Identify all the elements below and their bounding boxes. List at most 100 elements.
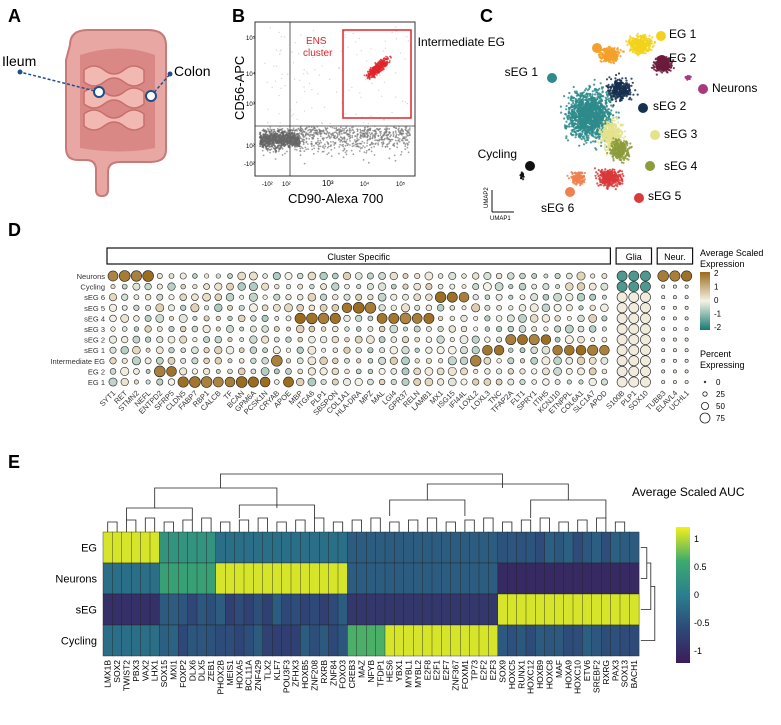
dot-cell [403, 284, 408, 289]
dot-cell [249, 304, 257, 312]
heatmap-cell [235, 594, 245, 625]
heatmap-cell [423, 594, 433, 625]
dot-cell [308, 378, 316, 386]
dot-cell [308, 368, 315, 375]
dot-cell [215, 294, 222, 301]
dot-cell [169, 347, 175, 353]
dot-cell [564, 345, 574, 355]
heatmap-cell [460, 625, 470, 656]
dot-cell [378, 293, 386, 301]
heatmap-cell [300, 563, 310, 594]
xtick-5: 10⁵ [396, 181, 406, 188]
dot-cell [332, 326, 338, 332]
dot-cell [472, 304, 480, 312]
dot-cell [379, 326, 385, 332]
umap-axis-1: UMAP1 [490, 216, 511, 222]
dot-cell [496, 379, 502, 385]
dot-cell [617, 303, 627, 313]
dot-cell [216, 274, 221, 279]
dot-cell [589, 357, 596, 364]
heatmap-cell [423, 532, 433, 563]
umap-marker-5 [638, 103, 648, 113]
dot-cell [415, 337, 420, 342]
dot-cell [402, 294, 408, 300]
dot-cell [356, 347, 362, 353]
heatmap-cell [235, 563, 245, 594]
heatmap-cell [366, 563, 376, 594]
dot-cell [662, 327, 665, 330]
heatmap-cell [178, 594, 188, 625]
dot-cell [425, 367, 433, 375]
dot-cell [308, 336, 315, 343]
dot-cell [602, 295, 606, 299]
dot-cell [180, 326, 186, 332]
dot-cell [629, 303, 639, 313]
heatmap-cell [564, 625, 574, 656]
dot-cell [226, 283, 233, 290]
dot-cell [146, 380, 150, 384]
dot-cell [297, 358, 303, 364]
heatmap-cell [197, 532, 207, 563]
dot-cell [496, 326, 501, 331]
dot-cell [577, 272, 585, 280]
heatmap-cell [206, 563, 216, 594]
heatmap-cell [112, 625, 122, 656]
panel-label-d: D [8, 220, 21, 240]
dot-cell [321, 284, 327, 290]
heatmap-cell [507, 532, 517, 563]
heatmap-cell [601, 594, 611, 625]
dot-cell [368, 316, 373, 321]
heatmap-cell [338, 625, 348, 656]
dot-cell [146, 348, 150, 352]
dot-cell [283, 377, 293, 387]
dot-cell [460, 336, 468, 344]
dot-cell [378, 283, 386, 291]
dot-cell [191, 304, 199, 312]
dot-cell [415, 305, 420, 310]
heatmap-cell [188, 625, 198, 656]
heatmap-cell [178, 563, 188, 594]
dot-cell [602, 369, 607, 374]
dot-cell [601, 379, 607, 385]
dot-cell [109, 336, 116, 343]
heatmap-cell [554, 563, 564, 594]
heatmap-cell [300, 532, 310, 563]
dot-cell [308, 357, 316, 365]
dot-cell [332, 273, 338, 279]
heatmap-cell [629, 563, 639, 594]
dot-cell [356, 294, 362, 300]
dot-cell [169, 316, 173, 320]
dot-cell [240, 295, 244, 299]
heatmap-cell [451, 532, 461, 563]
heatmap-cell [573, 625, 583, 656]
group-label-0: Cluster Specific [327, 252, 390, 262]
heatmap-cell [169, 563, 179, 594]
dot-cell [532, 380, 537, 385]
dot-cell [297, 304, 304, 311]
heatmap-cell [122, 532, 132, 563]
dot-cell [640, 377, 650, 387]
xtick-2: 10² [282, 182, 291, 188]
dot-cell [402, 346, 410, 354]
dot-cell [438, 274, 443, 279]
dot-cell [228, 369, 233, 374]
dot-cell [629, 377, 639, 387]
dot-cell [240, 327, 244, 331]
dot-cell [365, 302, 376, 313]
dot-cell [145, 326, 152, 333]
umap-marker-10 [565, 187, 575, 197]
heatmap-cell [592, 625, 602, 656]
dot-cell [286, 337, 292, 343]
dot-cell [495, 283, 503, 291]
dot-cell [227, 305, 232, 310]
dot-cell [519, 326, 526, 333]
heatmap-cell [272, 594, 282, 625]
heatmap-cell [206, 625, 216, 656]
dot-cell [640, 271, 650, 281]
dot-cell [345, 369, 350, 374]
dot-cell [601, 283, 608, 290]
dot-cell [378, 357, 385, 364]
dot-cell [248, 377, 258, 387]
dot-cell [274, 294, 280, 300]
dot-cell [566, 293, 574, 301]
